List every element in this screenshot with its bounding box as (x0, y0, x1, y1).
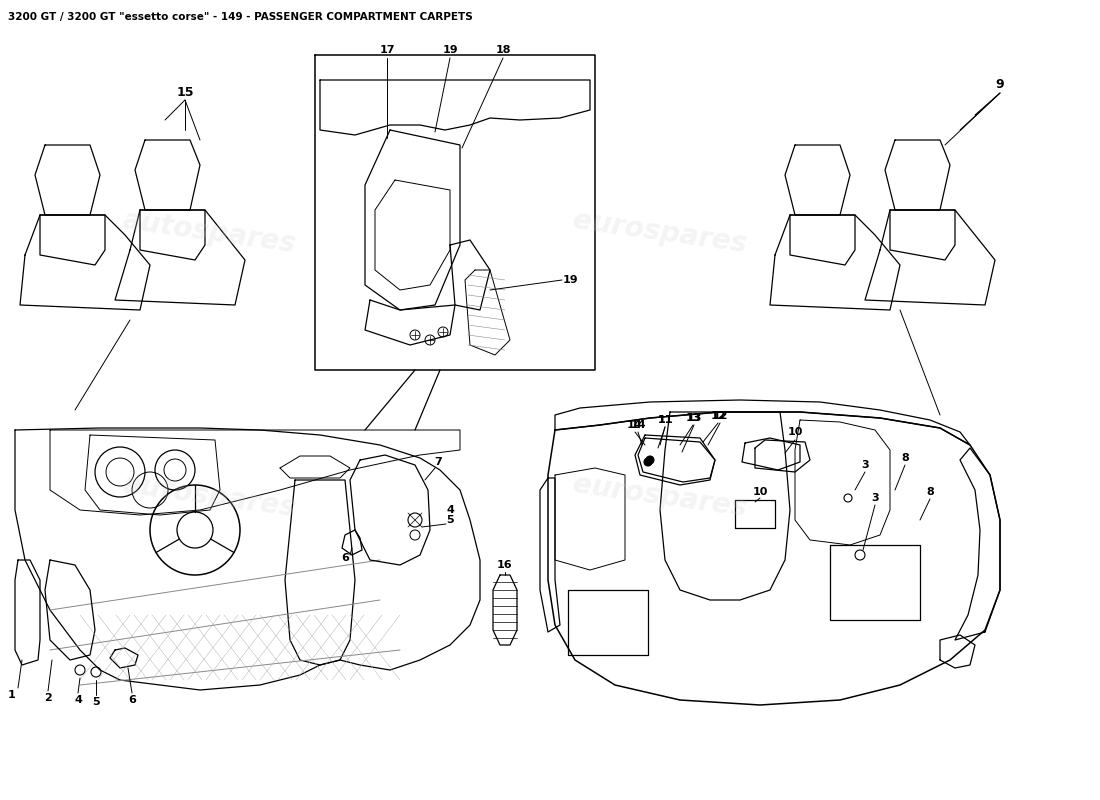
Text: 17: 17 (379, 45, 395, 55)
Text: 10: 10 (752, 487, 768, 497)
Text: 19: 19 (562, 275, 578, 285)
Text: 3: 3 (861, 460, 869, 470)
Text: 12: 12 (713, 411, 728, 421)
Text: 16: 16 (497, 560, 513, 570)
Text: 4: 4 (74, 695, 81, 705)
Text: 19: 19 (442, 45, 458, 55)
Text: 6: 6 (341, 553, 349, 563)
Text: 5: 5 (447, 515, 454, 525)
Text: 8: 8 (926, 487, 934, 497)
Text: 14: 14 (630, 420, 646, 430)
Text: 13: 13 (685, 413, 701, 423)
Text: 2: 2 (44, 693, 52, 703)
Text: 6: 6 (128, 695, 136, 705)
Text: 11: 11 (658, 415, 673, 425)
Circle shape (644, 458, 652, 466)
Text: 4: 4 (447, 505, 454, 515)
Text: 3200 GT / 3200 GT "essetto corse" - 149 - PASSENGER COMPARTMENT CARPETS: 3200 GT / 3200 GT "essetto corse" - 149 … (8, 12, 473, 22)
Circle shape (646, 456, 654, 464)
Text: 15: 15 (176, 86, 194, 98)
Text: 14: 14 (627, 420, 642, 430)
Text: eurospares: eurospares (571, 470, 749, 522)
Text: 3: 3 (871, 493, 879, 503)
Text: 12: 12 (711, 411, 726, 421)
Text: autospares: autospares (120, 206, 298, 258)
Text: 7: 7 (434, 457, 442, 467)
Text: 9: 9 (996, 78, 1004, 91)
Text: 8: 8 (901, 453, 909, 463)
Text: eurospares: eurospares (571, 206, 749, 258)
Text: 1: 1 (8, 690, 15, 700)
Text: 18: 18 (495, 45, 510, 55)
Text: 11: 11 (658, 415, 673, 425)
Text: autospares: autospares (120, 470, 298, 522)
Text: 13: 13 (686, 413, 702, 423)
Text: 5: 5 (92, 697, 100, 707)
Text: 10: 10 (788, 427, 803, 437)
